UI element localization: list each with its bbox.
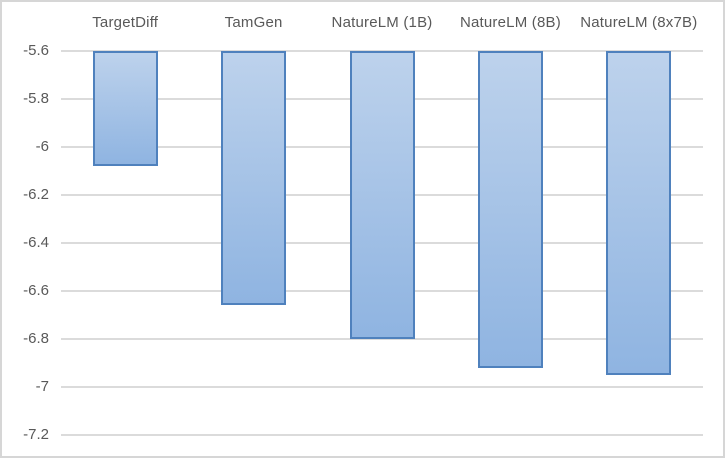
gridline — [61, 434, 703, 436]
y-axis-tick-label: -6 — [35, 138, 49, 155]
bar-targetdiff — [93, 51, 158, 166]
category-label: TamGen — [224, 14, 283, 31]
category-label: NatureLM (1B) — [331, 14, 433, 31]
category-label: TargetDiff — [92, 14, 159, 31]
gridline — [61, 338, 703, 340]
bar-tamgen — [221, 51, 286, 305]
gridline — [61, 386, 703, 388]
plot-area — [61, 50, 703, 436]
y-axis-tick-label: -6.6 — [23, 282, 49, 299]
category-label: NatureLM (8B) — [459, 14, 561, 31]
y-axis-tick-label: -5.8 — [23, 90, 49, 107]
value-axis-labels: -5.6 -5.8 -6 -6.2 -6.4 -6.6 -6.8 -7 -7.2 — [2, 2, 49, 456]
bar-naturelm-8b — [478, 51, 543, 368]
y-axis-tick-label: -5.6 — [23, 42, 49, 59]
y-axis-tick-label: -7.2 — [23, 426, 49, 443]
bar-naturelm-8x7b — [606, 51, 671, 375]
y-axis-tick-label: -6.4 — [23, 234, 49, 251]
y-axis-tick-label: -7 — [35, 378, 49, 395]
category-label: NatureLM (8x7B) — [580, 14, 698, 31]
category-axis-labels: TargetDiff TamGen NatureLM (1B) NatureLM (8… — [61, 13, 703, 33]
y-axis-tick-label: -6.2 — [23, 186, 49, 203]
y-axis-tick-label: -6.8 — [23, 330, 49, 347]
bar-naturelm-1b — [350, 51, 415, 339]
